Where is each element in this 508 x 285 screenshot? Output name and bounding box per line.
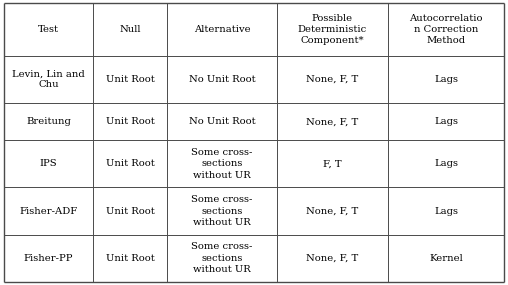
Text: Some cross-
sections
without UR: Some cross- sections without UR xyxy=(192,196,252,227)
Text: None, F, T: None, F, T xyxy=(306,75,359,84)
Text: F, T: F, T xyxy=(323,160,342,168)
Text: None, F, T: None, F, T xyxy=(306,254,359,262)
Text: Unit Root: Unit Root xyxy=(106,160,154,168)
Text: Lags: Lags xyxy=(434,75,458,84)
Text: No Unit Root: No Unit Root xyxy=(188,75,256,84)
Text: Possible
Deterministic
Component*: Possible Deterministic Component* xyxy=(298,14,367,45)
Text: Alternative: Alternative xyxy=(194,25,250,34)
Text: Fisher-PP: Fisher-PP xyxy=(24,254,73,262)
Text: Null: Null xyxy=(119,25,141,34)
Text: Some cross-
sections
without UR: Some cross- sections without UR xyxy=(192,243,252,274)
Text: Levin, Lin and
Chu: Levin, Lin and Chu xyxy=(12,69,85,89)
Text: Autocorrelatio
n Correction
Method: Autocorrelatio n Correction Method xyxy=(409,14,483,45)
Text: Lags: Lags xyxy=(434,207,458,215)
Text: Unit Root: Unit Root xyxy=(106,254,154,262)
Text: None, F, T: None, F, T xyxy=(306,117,359,126)
Text: Unit Root: Unit Root xyxy=(106,207,154,215)
Text: Breitung: Breitung xyxy=(26,117,71,126)
Text: IPS: IPS xyxy=(40,160,57,168)
Text: Lags: Lags xyxy=(434,117,458,126)
Text: Some cross-
sections
without UR: Some cross- sections without UR xyxy=(192,148,252,180)
Text: No Unit Root: No Unit Root xyxy=(188,117,256,126)
Text: Kernel: Kernel xyxy=(429,254,463,262)
Text: Unit Root: Unit Root xyxy=(106,75,154,84)
Text: Test: Test xyxy=(38,25,59,34)
Text: Fisher-ADF: Fisher-ADF xyxy=(19,207,78,215)
Text: None, F, T: None, F, T xyxy=(306,207,359,215)
Text: Lags: Lags xyxy=(434,160,458,168)
Text: Unit Root: Unit Root xyxy=(106,117,154,126)
